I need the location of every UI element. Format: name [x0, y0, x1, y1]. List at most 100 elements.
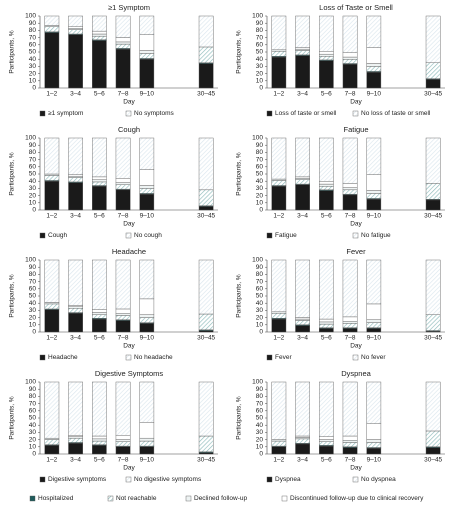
- y-axis-label: Participants, %: [236, 396, 243, 440]
- y-tick-label: 30: [256, 429, 264, 436]
- x-tick-label: 1–2: [273, 213, 284, 220]
- bar-segment: [68, 308, 83, 313]
- x-tick-label: 5–6: [94, 335, 105, 342]
- bar-segment: [92, 137, 107, 178]
- bar-segment: [342, 189, 358, 195]
- y-tick-label: 60: [256, 408, 264, 415]
- bar-segment: [44, 15, 60, 26]
- chart-title: Dyspnea: [341, 369, 371, 378]
- bar-segment: [198, 189, 214, 206]
- bar-segment: [139, 15, 155, 35]
- legend-swatch: [39, 232, 46, 239]
- bar-segment: [115, 48, 131, 89]
- bar-segment: [115, 189, 131, 211]
- bar-segment: [115, 178, 131, 183]
- bar-segment: [44, 302, 60, 305]
- bar-segment: [68, 182, 83, 211]
- y-tick-label: 100: [252, 257, 263, 264]
- bar-segment: [271, 137, 287, 180]
- bar-segment: [295, 320, 310, 326]
- bar-segment: [271, 51, 287, 57]
- bar-segment: [319, 439, 334, 442]
- y-tick-label: 0: [259, 207, 263, 214]
- bar-segment: [44, 137, 60, 175]
- bar-segment: [44, 303, 60, 310]
- legend-label: Fatigue: [275, 232, 297, 239]
- bar-segment: [44, 25, 60, 28]
- legend-label: No fever: [361, 354, 386, 361]
- legend-label: Loss of taste or smell: [275, 110, 337, 117]
- bar-segment: [271, 178, 287, 181]
- bar-segment: [425, 314, 441, 331]
- y-tick-label: 80: [256, 149, 264, 156]
- bar-segment: [139, 437, 155, 442]
- x-tick-label: 5–6: [321, 335, 332, 342]
- x-tick-label: 1–2: [273, 457, 284, 464]
- bar-segment: [319, 56, 334, 61]
- bar-segment: [366, 259, 382, 305]
- y-tick-label: 70: [256, 34, 264, 41]
- y-tick-label: 60: [29, 42, 37, 49]
- legend-swatch: [266, 354, 273, 361]
- x-tick-label: 9–10: [367, 335, 382, 342]
- bar-segment: [295, 47, 310, 50]
- bar-segment: [115, 41, 131, 45]
- bar-segment: [115, 137, 131, 179]
- x-tick-label: 30–45: [197, 91, 215, 98]
- bar-segment: [115, 37, 131, 43]
- legend-label: Cough: [48, 232, 68, 239]
- bar-segment: [366, 190, 382, 194]
- legend-label: No headache: [134, 354, 173, 361]
- bar-segment: [342, 328, 358, 333]
- chart-title: ≥1 Symptom: [108, 3, 150, 12]
- y-tick-label: 30: [29, 63, 37, 70]
- y-tick-label: 50: [29, 171, 37, 178]
- bar-segment: [319, 183, 334, 187]
- bar-segment: [44, 437, 60, 440]
- bar-segment: [115, 381, 131, 436]
- legend-label: Hospitalized: [38, 495, 74, 502]
- x-axis-label: Day: [350, 221, 362, 228]
- bar-segment: [342, 323, 358, 328]
- legend-label: ≥1 symptom: [48, 110, 83, 117]
- bar-segment: [342, 183, 358, 188]
- x-tick-label: 7–8: [118, 91, 129, 98]
- bar-segment: [198, 435, 214, 453]
- bar-segment: [271, 311, 287, 314]
- legend-label: No loss of taste or smell: [361, 110, 431, 117]
- y-tick-label: 30: [256, 63, 264, 70]
- y-tick-label: 80: [256, 393, 264, 400]
- x-tick-label: 3–4: [297, 457, 308, 464]
- legend-label: Digestive symptoms: [48, 476, 107, 483]
- bar-segment: [92, 445, 107, 455]
- legend-swatch: [266, 232, 273, 239]
- y-tick-label: 10: [29, 200, 37, 207]
- legend-swatch: [29, 495, 36, 502]
- y-tick-label: 100: [252, 135, 263, 142]
- y-tick-label: 20: [256, 314, 264, 321]
- y-tick-label: 10: [29, 78, 37, 85]
- x-axis-label: Day: [350, 99, 362, 106]
- bar-segment: [92, 15, 107, 32]
- bar-segment: [44, 175, 60, 181]
- bar-segment: [366, 66, 382, 72]
- legend-swatch: [266, 110, 273, 117]
- legend-label: Fever: [275, 354, 292, 361]
- bar-segment: [319, 323, 334, 328]
- legend-label: Headache: [48, 354, 78, 361]
- bar-segment: [271, 313, 287, 319]
- bar-segment: [271, 381, 287, 440]
- y-tick-label: 100: [25, 13, 36, 20]
- legend-label: No dyspnea: [361, 476, 396, 483]
- legend-swatch: [39, 354, 46, 361]
- legend-swatch: [125, 354, 132, 361]
- bar-segment: [366, 15, 382, 48]
- bar-segment: [139, 137, 155, 170]
- legend-swatch: [266, 476, 273, 483]
- bar-segment: [271, 186, 287, 211]
- bar-segment: [68, 437, 83, 443]
- chart-title: Headache: [112, 247, 146, 256]
- x-tick-label: 5–6: [321, 457, 332, 464]
- bar-segment: [295, 184, 310, 211]
- bar-segment: [366, 319, 382, 323]
